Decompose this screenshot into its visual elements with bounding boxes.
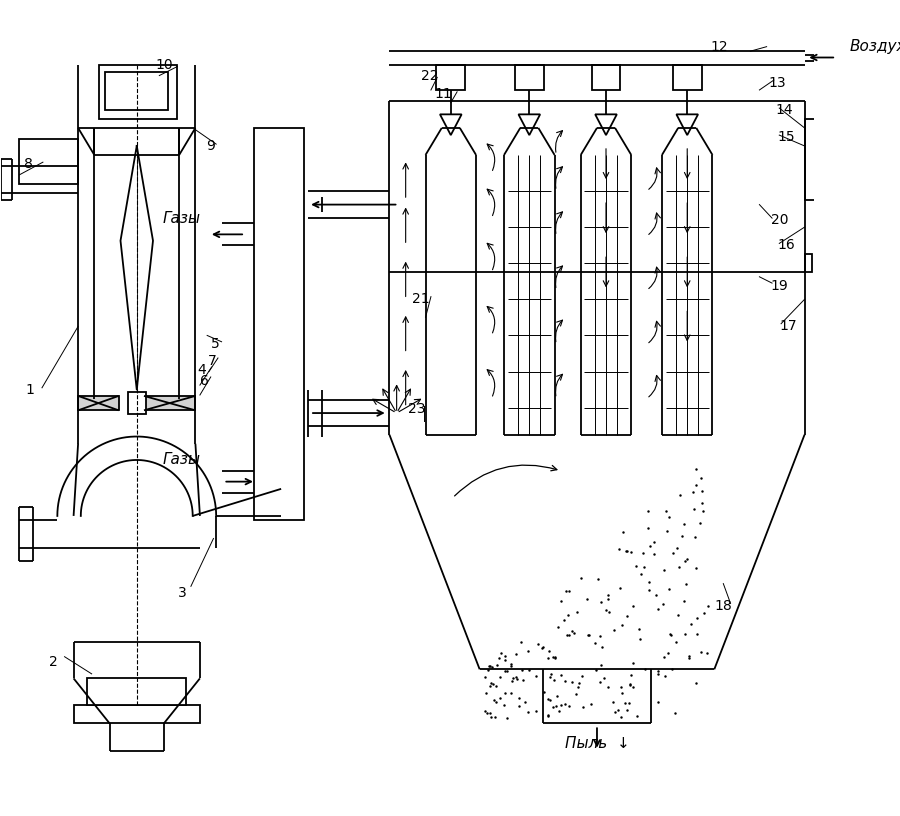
Polygon shape (78, 396, 119, 410)
Text: 16: 16 (778, 238, 796, 252)
Text: 14: 14 (776, 103, 794, 117)
Text: 19: 19 (770, 279, 788, 293)
Text: 4: 4 (197, 363, 206, 377)
Text: 5: 5 (211, 338, 220, 352)
Polygon shape (518, 114, 540, 135)
Text: 11: 11 (435, 86, 453, 100)
Text: 10: 10 (155, 58, 173, 72)
Bar (436, 64, 465, 90)
Text: 8: 8 (24, 157, 33, 171)
Bar (105, 72, 168, 110)
Text: Газы: Газы (163, 453, 201, 468)
Polygon shape (440, 114, 462, 135)
Bar (99, 64, 177, 119)
Text: Воздух: Воздух (850, 39, 900, 54)
Text: 15: 15 (778, 130, 796, 144)
Bar (20, 139, 78, 184)
Bar (673, 64, 702, 90)
Bar (254, 128, 303, 521)
Text: 7: 7 (208, 353, 217, 368)
Polygon shape (595, 114, 616, 135)
Text: 13: 13 (769, 76, 787, 90)
Text: 17: 17 (779, 319, 797, 334)
Polygon shape (144, 396, 195, 410)
Text: 21: 21 (412, 292, 430, 306)
Bar (805, 255, 812, 273)
Text: 2: 2 (50, 655, 58, 669)
Text: 1: 1 (26, 383, 35, 397)
Bar (87, 678, 186, 705)
Text: 12: 12 (710, 40, 727, 54)
Bar (515, 64, 544, 90)
Text: 20: 20 (770, 213, 788, 227)
Bar (74, 705, 200, 724)
Text: 22: 22 (421, 69, 439, 82)
Text: Пыль  ↓: Пыль ↓ (564, 736, 629, 751)
Bar (128, 392, 146, 414)
Text: Газы: Газы (163, 211, 201, 226)
Polygon shape (677, 114, 698, 135)
Bar (805, 119, 827, 200)
Text: 23: 23 (408, 402, 425, 416)
Text: 18: 18 (715, 599, 733, 613)
Bar (591, 64, 620, 90)
Text: 6: 6 (200, 374, 209, 388)
Text: 9: 9 (206, 139, 215, 153)
Text: 3: 3 (177, 586, 186, 600)
